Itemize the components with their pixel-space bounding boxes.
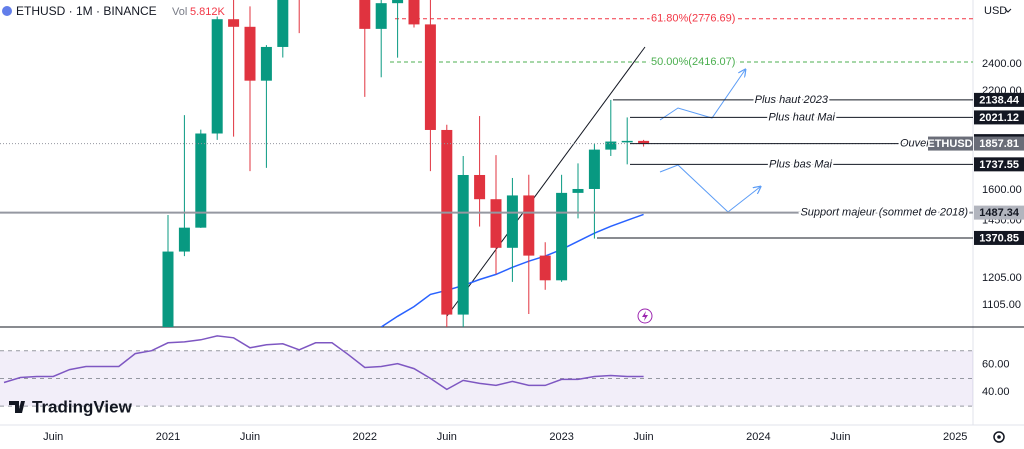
last-price-box <box>974 136 1024 151</box>
candle-body <box>211 19 223 134</box>
price-box <box>974 110 1024 125</box>
price-pane: 61.80%(2776.69) 50.00%(2416.07) Plus haut … <box>0 0 973 327</box>
x-tick-label: 2023 <box>549 431 573 443</box>
x-tick-label: Juin <box>240 431 260 443</box>
x-tick-label: 2021 <box>156 431 180 443</box>
fib-label: 61.80%(2776.69) <box>651 13 735 25</box>
candle-body <box>178 227 190 252</box>
price-box-label: 2021.12 <box>979 112 1019 124</box>
fib-label: 50.00%(2416.07) <box>651 56 735 68</box>
x-tick-label: Juin <box>43 431 63 443</box>
rsi-tick-label: 40.00 <box>982 386 1010 398</box>
price-box-label: 1737.55 <box>979 159 1019 171</box>
y-tick-label: 1600.00 <box>982 184 1022 196</box>
level-label: Support majeur (sommet de 2018) <box>800 207 968 219</box>
price-box <box>974 92 1024 107</box>
symbol-icon <box>2 6 12 16</box>
logo: TradingView <box>9 397 133 416</box>
symbol-tag-label: ETHUSD <box>927 138 972 150</box>
price-box-label: 1487.34 <box>979 207 1020 219</box>
open-level-label: Ouver <box>900 137 931 149</box>
candle-body <box>605 141 617 150</box>
x-tick-label: 2024 <box>746 431 770 443</box>
candle-body <box>375 3 387 29</box>
candle-body <box>277 0 289 47</box>
candle-body <box>359 0 371 29</box>
lightning-icon[interactable] <box>637 308 653 324</box>
settings-icon[interactable] <box>993 431 1005 443</box>
x-tick-label: Juin <box>830 431 850 443</box>
y-tick-label: 1205.00 <box>982 272 1022 284</box>
candle-body <box>621 140 633 143</box>
projection-arrow-down <box>659 164 760 213</box>
rsi-pane <box>0 335 973 407</box>
candle-body <box>228 19 240 27</box>
candle-body <box>408 0 420 25</box>
legend: ETHUSD · 1M · BINANCE Vol 5.812K <box>2 4 226 18</box>
candle-body <box>572 188 584 193</box>
rsi-line <box>3 335 644 391</box>
candle-body <box>474 174 486 200</box>
volume-value: 5.812K <box>190 6 226 18</box>
trend-line <box>446 46 646 317</box>
x-tick-label: 2025 <box>943 431 967 443</box>
candle-body <box>244 26 256 81</box>
price-box <box>974 230 1024 245</box>
candle-body <box>588 149 600 189</box>
price-box-label: 1370.85 <box>979 232 1019 244</box>
candle-body <box>441 129 453 315</box>
price-box <box>974 205 1024 220</box>
candle-body <box>392 0 404 4</box>
x-tick-label: 2022 <box>353 431 377 443</box>
currency-selector[interactable]: USD <box>984 5 1007 17</box>
candle-body <box>506 195 518 248</box>
candle-body <box>195 133 207 228</box>
chart-title: ETHUSD · 1M · BINANCE <box>16 4 157 18</box>
y-tick-label: 2400.00 <box>982 58 1022 70</box>
candle-body <box>162 251 174 327</box>
price-box <box>974 157 1024 172</box>
candle-body <box>556 192 568 281</box>
candle-body <box>424 24 436 130</box>
level-label: Plus bas Mai <box>769 158 833 170</box>
candle-body <box>523 195 535 256</box>
candle-body <box>260 46 272 81</box>
y-tick-label: 1105.00 <box>982 299 1021 311</box>
logo-text: TradingView <box>32 397 133 416</box>
axes: 2400.002200.001600.001450.001205.001105.… <box>43 58 1024 443</box>
last-price-label: 1857.81 <box>979 138 1019 150</box>
rsi-tick-label: 60.00 <box>982 358 1010 370</box>
symbol-tag <box>928 136 973 151</box>
level-label: Plus haut 2023 <box>755 94 829 106</box>
candle-body <box>457 174 469 315</box>
candle-body <box>490 199 502 248</box>
volume-label: Vol <box>172 6 187 18</box>
candle-body <box>539 255 551 281</box>
price-box-label: 2138.44 <box>979 94 1020 106</box>
x-tick-label: Juin <box>634 431 654 443</box>
x-tick-label: Juin <box>437 431 457 443</box>
projection-arrow-up <box>659 70 745 121</box>
currency-dropdown-icon[interactable] <box>1004 8 1012 13</box>
candle-body <box>638 140 650 144</box>
level-label: Plus haut Mai <box>768 111 835 123</box>
